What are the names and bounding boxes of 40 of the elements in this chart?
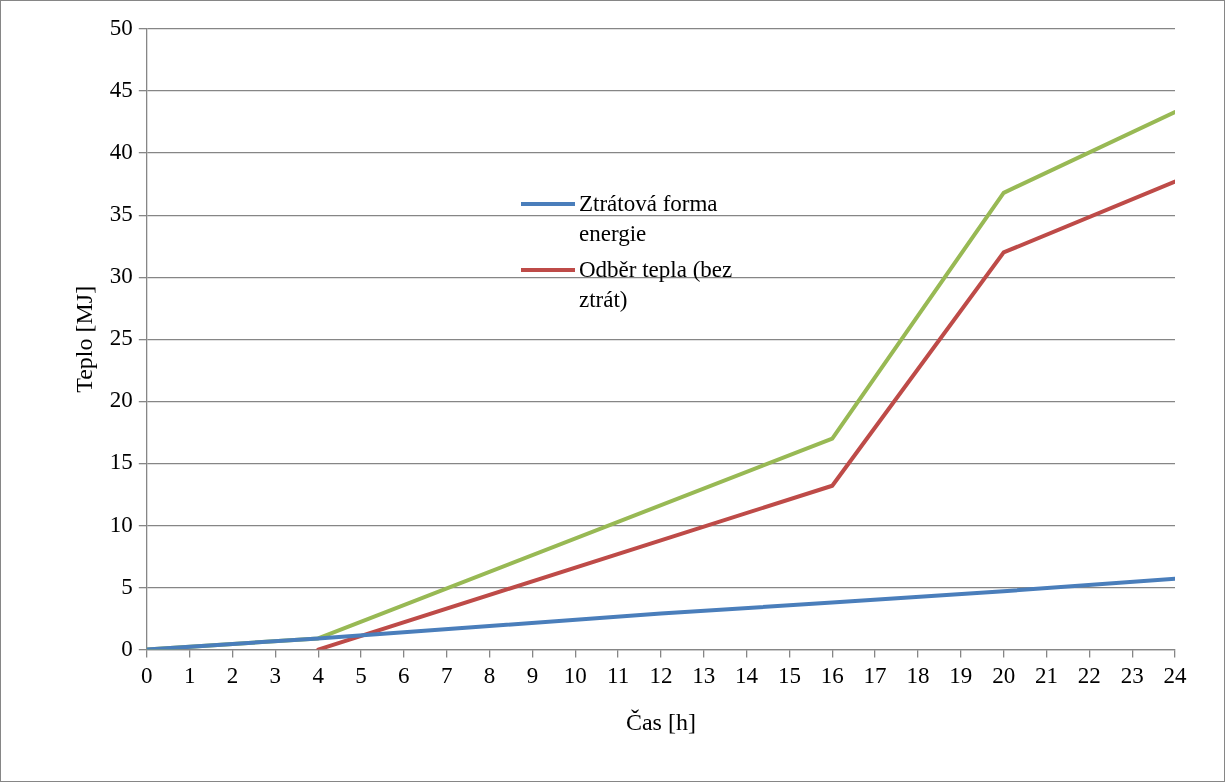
x-tick-label: 13	[692, 663, 716, 689]
x-tick-label: 14	[735, 663, 759, 689]
x-tick-label: 6	[398, 663, 410, 689]
x-tick-label: 8	[483, 663, 496, 689]
y-tick-label: 25	[109, 325, 133, 351]
y-tick-label: 30	[109, 263, 133, 289]
x-tick-label: 19	[949, 663, 973, 689]
y-tick-label: 50	[109, 15, 133, 41]
x-tick-label: 15	[777, 663, 801, 689]
x-tick-label: 0	[141, 663, 153, 689]
x-tick-label: 18	[906, 663, 930, 689]
x-tick-label: 4	[312, 663, 325, 689]
legend-label: Ztrátová forma energie	[579, 190, 719, 248]
x-tick-label: 7	[440, 663, 453, 689]
y-tick-label: 40	[109, 139, 133, 165]
x-tick-label: 11	[606, 663, 630, 689]
x-tick-label: 10	[563, 663, 587, 689]
y-tick-label: 10	[109, 511, 133, 537]
y-tick-label: 0	[121, 635, 133, 661]
x-tick-label: 2	[226, 663, 239, 689]
y-axis-title: Teplo [MJ]	[70, 285, 97, 393]
x-tick-label: 9	[526, 663, 539, 689]
x-tick-label: 17	[863, 663, 887, 689]
x-tick-label: 21	[1034, 663, 1058, 689]
x-tick-label: 5	[355, 663, 367, 689]
legend-label: Odběr tepla (bez ztrát)	[579, 256, 734, 314]
x-axis-title: Čas [h]	[625, 708, 696, 735]
y-tick-label: 35	[109, 201, 133, 227]
x-tick-label: 12	[649, 663, 673, 689]
x-tick-label: 1	[183, 663, 196, 689]
x-tick-label: 16	[820, 663, 844, 689]
y-tick-label: 15	[109, 449, 133, 475]
y-tick-label: 45	[109, 77, 133, 103]
x-tick-label: 22	[1077, 663, 1101, 689]
x-tick-label: 20	[992, 663, 1016, 689]
x-tick-label: 24	[1163, 663, 1187, 689]
x-tick-label: 3	[269, 663, 282, 689]
y-tick-label: 5	[121, 573, 133, 599]
y-tick-label: 20	[109, 387, 133, 413]
x-tick-label: 23	[1120, 663, 1144, 689]
